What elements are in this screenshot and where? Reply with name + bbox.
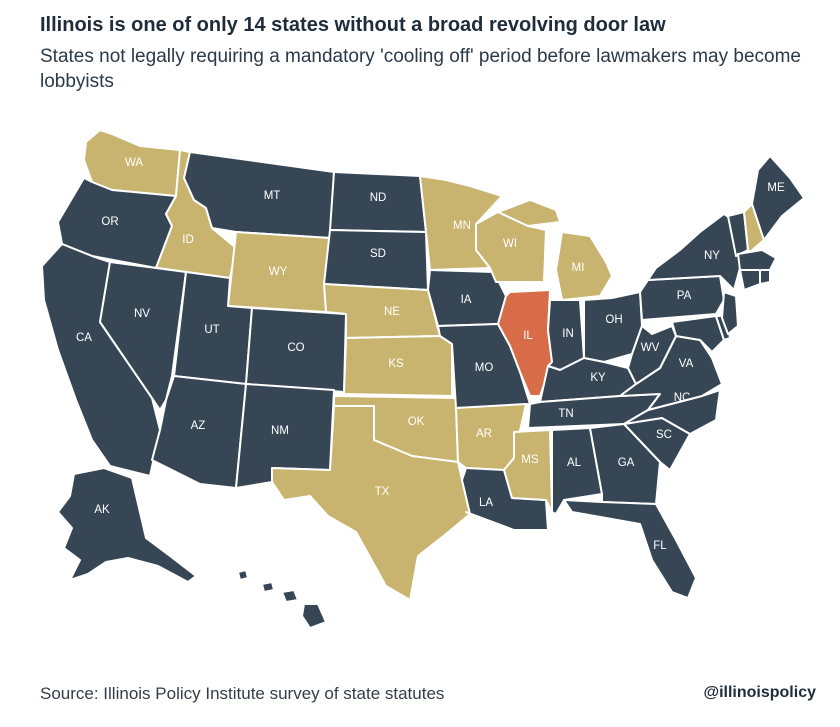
- state-label: AK: [94, 504, 110, 516]
- state-label: SD: [370, 248, 386, 260]
- state-labels: WA OR CA ID NV MT WY UT AZ CO NM ND SD N…: [76, 157, 785, 610]
- state-label: IN: [562, 328, 574, 340]
- state-label: MN: [453, 220, 471, 232]
- state-label: WA: [125, 157, 143, 169]
- state-me: [751, 155, 805, 241]
- source-note: Source: Illinois Policy Institute survey…: [40, 684, 445, 703]
- state-label: AL: [567, 457, 582, 469]
- state-label: NV: [134, 308, 150, 320]
- state-label: TN: [558, 408, 573, 420]
- state-label: NC: [674, 392, 691, 404]
- social-handle: @illinoispolicy: [703, 684, 816, 701]
- state-label: PA: [677, 290, 692, 302]
- state-label: WY: [269, 266, 288, 278]
- state-label: NY: [704, 250, 720, 262]
- state-label: MO: [475, 362, 494, 374]
- state-label: NE: [384, 306, 400, 318]
- state-label: VA: [679, 358, 694, 370]
- state-ms: [503, 429, 553, 513]
- state-ma: [737, 249, 777, 271]
- state-label: CA: [76, 332, 92, 344]
- state-tx: [271, 405, 471, 601]
- map-title: Illinois is one of only 14 states withou…: [40, 14, 666, 36]
- state-label: CO: [287, 342, 304, 354]
- state-fl: [563, 499, 697, 599]
- state-label: MT: [264, 190, 281, 202]
- state-label: UT: [204, 324, 219, 336]
- state-label: MI: [572, 262, 585, 274]
- state-label: OR: [101, 216, 118, 228]
- state-label: NM: [271, 425, 289, 437]
- state-label: ND: [370, 192, 387, 204]
- state-label: WV: [641, 342, 660, 354]
- state-ks: [343, 335, 453, 397]
- state-label: IL: [523, 330, 533, 342]
- state-label: TX: [375, 486, 390, 498]
- state-label: AR: [476, 428, 492, 440]
- state-label: OH: [605, 314, 622, 326]
- map-subtitle: States not legally requiring a mandatory…: [40, 46, 801, 92]
- state-nh: [743, 203, 765, 253]
- state-ct: [739, 269, 761, 291]
- state-label: OK: [408, 416, 425, 428]
- state-hi: [237, 569, 327, 629]
- state-label: WI: [503, 238, 517, 250]
- state-label: GA: [618, 457, 635, 469]
- state-label: ID: [182, 234, 194, 246]
- state-label: LA: [479, 497, 493, 509]
- state-mi: [497, 199, 613, 301]
- state-label: FL: [653, 540, 667, 552]
- state-label: IA: [461, 294, 472, 306]
- state-label: HI: [266, 598, 278, 610]
- state-ri: [759, 269, 771, 285]
- state-label: MS: [521, 454, 539, 466]
- state-nj: [721, 291, 739, 335]
- state-label: KS: [388, 358, 404, 370]
- state-label: SC: [656, 429, 672, 441]
- state-label: AZ: [191, 420, 206, 432]
- state-ak: [57, 467, 197, 583]
- state-label: ME: [767, 182, 785, 194]
- state-label: KY: [590, 372, 606, 384]
